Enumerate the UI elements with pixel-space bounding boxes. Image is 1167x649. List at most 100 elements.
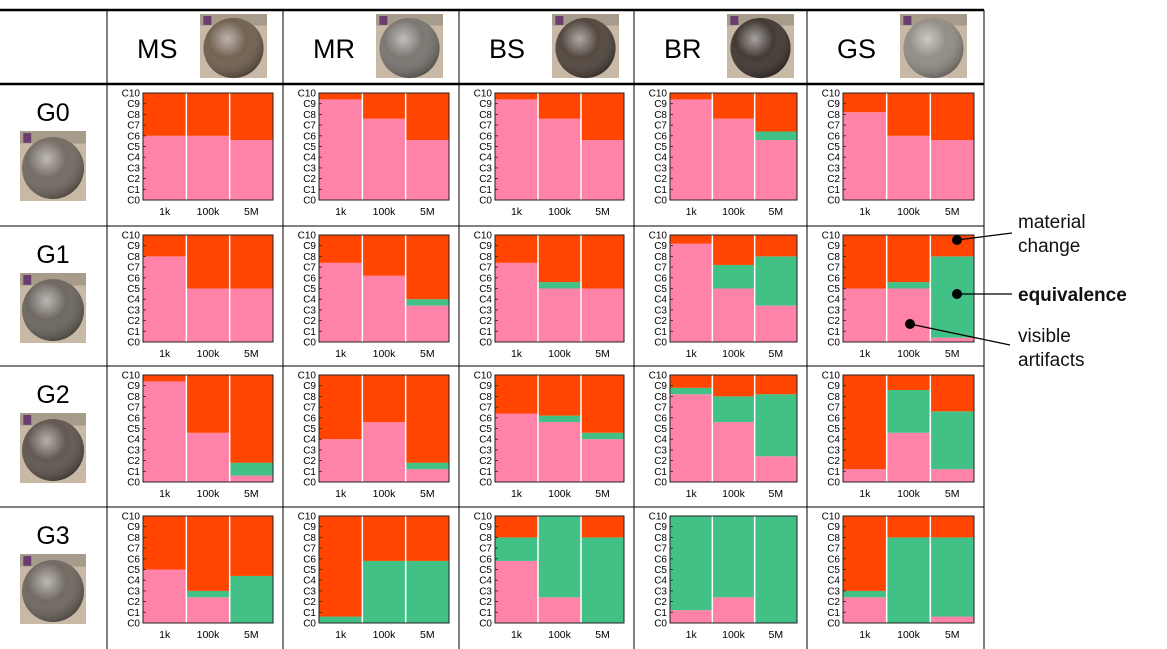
y-tick-label: C1 bbox=[127, 467, 140, 478]
bar-segment-visible-artifacts bbox=[143, 256, 187, 342]
bar-segment-equivalence bbox=[754, 256, 797, 306]
y-tick-label: C9 bbox=[654, 99, 667, 110]
x-tick-label: 1k bbox=[335, 488, 347, 500]
table-lines bbox=[0, 8, 985, 649]
y-tick-label: C10 bbox=[474, 231, 493, 242]
y-tick-label: C10 bbox=[822, 89, 841, 100]
y-tick-label: C4 bbox=[827, 295, 840, 306]
y-tick-label: C7 bbox=[479, 121, 492, 132]
y-tick-label: C0 bbox=[479, 338, 492, 349]
y-tick-label: C8 bbox=[827, 252, 840, 263]
y-tick-label: C10 bbox=[298, 371, 317, 382]
bar-segment-equivalence bbox=[319, 616, 363, 623]
x-tick-label: 1k bbox=[859, 488, 871, 500]
bar-segment-material-change bbox=[930, 375, 974, 412]
x-tick-label: 5M bbox=[945, 629, 960, 641]
y-tick-label: C9 bbox=[479, 381, 492, 392]
y-tick-label: C1 bbox=[303, 608, 316, 619]
y-tick-label: C8 bbox=[827, 533, 840, 544]
x-tick-label: 100k bbox=[548, 629, 572, 641]
x-tick-label: 1k bbox=[859, 348, 871, 360]
bar-segment-equivalence bbox=[712, 264, 755, 289]
y-tick-label: C6 bbox=[654, 413, 667, 424]
bar-segment-visible-artifacts bbox=[670, 99, 713, 200]
bar-segment-equivalence bbox=[538, 516, 581, 598]
y-tick-label: C2 bbox=[827, 316, 840, 327]
y-tick-label: C8 bbox=[827, 110, 840, 121]
bar-segment-equivalence bbox=[538, 282, 581, 289]
x-tick-label: 5M bbox=[244, 206, 259, 218]
x-tick-label: 100k bbox=[897, 206, 921, 218]
bar-segment-material-change bbox=[319, 375, 363, 440]
y-tick-label: C7 bbox=[127, 263, 140, 274]
bar-segment-material-change bbox=[670, 235, 713, 244]
bar-segment-equivalence bbox=[886, 537, 931, 623]
bar-segment-equivalence bbox=[754, 516, 797, 623]
y-tick-label: C8 bbox=[127, 252, 140, 263]
bar-segment-material-change bbox=[229, 375, 273, 463]
y-tick-label: C5 bbox=[303, 424, 316, 435]
bar-segment-visible-artifacts bbox=[843, 288, 887, 342]
bar-segment-visible-artifacts bbox=[186, 432, 230, 482]
y-tick-label: C8 bbox=[479, 533, 492, 544]
y-tick-label: C9 bbox=[127, 522, 140, 533]
x-tick-label: 5M bbox=[420, 488, 435, 500]
column-thumbnail-gs bbox=[900, 14, 967, 79]
y-tick-label: C8 bbox=[654, 110, 667, 121]
bar-segment-material-change bbox=[186, 93, 230, 136]
bar-segment-visible-artifacts bbox=[362, 422, 406, 482]
x-tick-label: 1k bbox=[511, 488, 523, 500]
y-tick-label: C10 bbox=[649, 231, 668, 242]
bar-segment-material-change bbox=[538, 235, 581, 283]
x-tick-label: 5M bbox=[595, 629, 610, 641]
bar-segment-equivalence bbox=[581, 537, 624, 623]
bar-segment-visible-artifacts bbox=[362, 118, 406, 200]
y-tick-label: C0 bbox=[654, 196, 667, 207]
bar-segment-material-change bbox=[886, 93, 931, 136]
y-tick-label: C5 bbox=[127, 424, 140, 435]
bar-segment-equivalence bbox=[186, 590, 230, 598]
y-tick-label: C5 bbox=[479, 565, 492, 576]
x-tick-label: 1k bbox=[686, 348, 698, 360]
y-tick-label: C8 bbox=[654, 533, 667, 544]
x-tick-label: 1k bbox=[511, 348, 523, 360]
y-tick-label: C3 bbox=[827, 445, 840, 456]
column-thumbnail-br bbox=[727, 14, 794, 79]
y-tick-label: C3 bbox=[479, 305, 492, 316]
bar-segment-equivalence bbox=[362, 560, 406, 623]
y-tick-label: C5 bbox=[303, 284, 316, 295]
bar-segment-visible-artifacts bbox=[712, 422, 755, 482]
y-tick-label: C6 bbox=[127, 131, 140, 142]
x-tick-label: 5M bbox=[769, 488, 784, 500]
x-tick-label: 1k bbox=[159, 206, 171, 218]
bar-segment-visible-artifacts bbox=[229, 475, 273, 482]
x-tick-label: 5M bbox=[769, 348, 784, 360]
y-tick-label: C3 bbox=[479, 586, 492, 597]
y-tick-label: C8 bbox=[479, 252, 492, 263]
y-tick-label: C8 bbox=[479, 110, 492, 121]
bar-segment-material-change bbox=[581, 235, 624, 289]
y-tick-label: C6 bbox=[479, 554, 492, 565]
bar-segment-visible-artifacts bbox=[843, 112, 887, 200]
y-tick-label: C5 bbox=[127, 284, 140, 295]
bar-segment-visible-artifacts bbox=[581, 439, 624, 482]
row-thumbnail-g3 bbox=[20, 554, 86, 624]
y-tick-label: C1 bbox=[127, 327, 140, 338]
y-tick-label: C6 bbox=[303, 413, 316, 424]
y-tick-label: C5 bbox=[827, 284, 840, 295]
y-tick-label: C1 bbox=[827, 608, 840, 619]
bar-segment-visible-artifacts bbox=[712, 597, 755, 623]
bar-segment-material-change bbox=[843, 235, 887, 289]
bar-segment-equivalence bbox=[405, 299, 449, 306]
bar-segment-material-change bbox=[843, 516, 887, 591]
y-tick-label: C2 bbox=[654, 174, 667, 185]
y-tick-label: C6 bbox=[127, 273, 140, 284]
y-tick-label: C8 bbox=[479, 392, 492, 403]
y-tick-label: C5 bbox=[827, 424, 840, 435]
y-tick-label: C8 bbox=[654, 392, 667, 403]
y-tick-label: C0 bbox=[479, 478, 492, 489]
bar-segment-equivalence bbox=[712, 396, 755, 423]
column-headers: MS MR BS BR GS bbox=[137, 14, 967, 79]
y-tick-label: C8 bbox=[654, 252, 667, 263]
